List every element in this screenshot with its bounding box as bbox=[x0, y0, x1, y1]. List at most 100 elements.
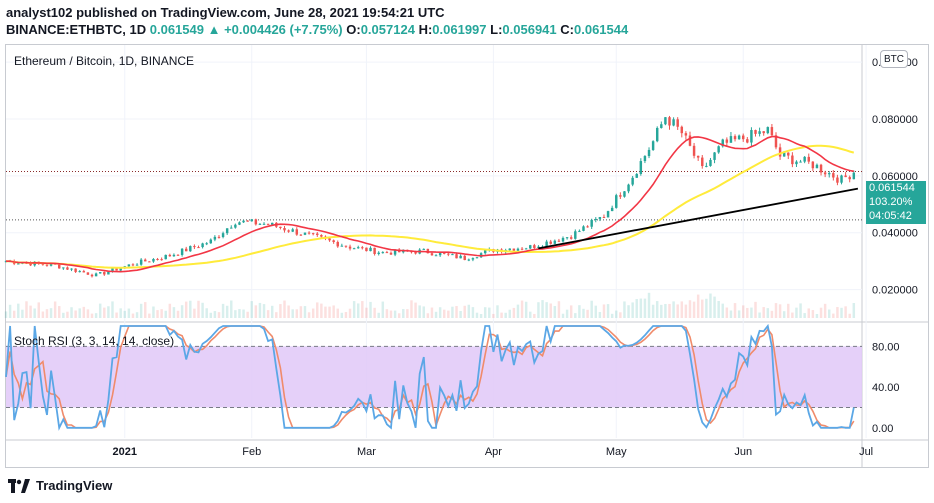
candle-body bbox=[447, 253, 450, 255]
volume-bar bbox=[807, 308, 810, 318]
volume-bar bbox=[234, 310, 237, 318]
candle-body bbox=[365, 247, 368, 252]
open-label: O: bbox=[346, 22, 361, 37]
volume-bar bbox=[848, 313, 851, 318]
volume-bar bbox=[332, 305, 335, 318]
candle-body bbox=[332, 240, 335, 243]
volume-bar bbox=[537, 302, 540, 318]
candle-body bbox=[565, 237, 569, 239]
volume-bar bbox=[840, 307, 843, 318]
candle-body bbox=[594, 218, 598, 220]
open-value: 0.057124 bbox=[360, 22, 415, 37]
volume-bar bbox=[746, 307, 749, 318]
volume-bar bbox=[250, 301, 253, 318]
candle-body bbox=[836, 177, 839, 183]
candle-body bbox=[475, 257, 479, 259]
candle-body bbox=[795, 161, 798, 165]
volume-bar bbox=[115, 312, 118, 318]
volume-bar bbox=[107, 306, 110, 318]
volume-bar bbox=[508, 309, 511, 318]
candle-body bbox=[369, 247, 372, 252]
volume-bar bbox=[369, 301, 372, 318]
volume-bar bbox=[545, 302, 548, 318]
chart-frame bbox=[5, 44, 929, 468]
candle-body bbox=[303, 232, 307, 235]
volume-bar bbox=[492, 313, 495, 318]
candle-body bbox=[94, 273, 98, 277]
volume-bar bbox=[586, 309, 589, 318]
volume-bar bbox=[660, 304, 663, 318]
volume-bar bbox=[17, 303, 20, 318]
volume-bar bbox=[111, 301, 114, 318]
volume-bar bbox=[701, 299, 704, 318]
volume-bar bbox=[496, 305, 499, 318]
y-tick-label: 0.040000 bbox=[872, 228, 918, 240]
candle-body bbox=[778, 147, 782, 157]
volume-bar bbox=[680, 301, 684, 318]
candle-body bbox=[262, 223, 266, 225]
volume-bar bbox=[438, 307, 442, 318]
candle-body bbox=[848, 177, 851, 180]
volume-bar bbox=[86, 309, 90, 318]
volume-bar bbox=[828, 309, 831, 318]
stoch-tick-label: 80.00 bbox=[872, 341, 900, 353]
candle-body bbox=[524, 248, 528, 250]
volume-bar bbox=[357, 303, 360, 318]
candle-body bbox=[127, 264, 131, 267]
candle-body bbox=[311, 233, 315, 235]
volume-bar bbox=[672, 301, 675, 318]
currency-button[interactable]: BTC bbox=[880, 50, 908, 68]
volume-bar bbox=[529, 311, 532, 318]
candle-body bbox=[438, 252, 442, 256]
candle-body bbox=[770, 127, 774, 136]
volume-bar bbox=[426, 313, 430, 318]
last-price-tag: 0.061544 bbox=[866, 181, 926, 196]
volume-bar bbox=[193, 308, 196, 318]
volume-bar bbox=[770, 310, 774, 318]
y-tick-label: 0.020000 bbox=[872, 285, 918, 297]
volume-bar bbox=[819, 307, 823, 318]
candle-body bbox=[512, 248, 516, 251]
candle-body bbox=[385, 252, 389, 254]
candle-body bbox=[483, 250, 487, 254]
candle-body bbox=[172, 254, 176, 257]
candle-body bbox=[328, 238, 331, 241]
candle-body bbox=[86, 272, 90, 275]
candle-body bbox=[90, 274, 94, 277]
volume-bar bbox=[377, 312, 380, 318]
volume-bar bbox=[430, 307, 434, 318]
volume-bar bbox=[541, 300, 544, 318]
volume-bar bbox=[447, 310, 450, 318]
candle-body bbox=[316, 233, 319, 236]
candle-body bbox=[160, 259, 163, 261]
candle-body bbox=[713, 152, 716, 160]
volume-bar bbox=[787, 303, 790, 318]
volume-bar bbox=[791, 312, 794, 318]
volume-bar bbox=[627, 305, 630, 318]
candle-body bbox=[537, 246, 540, 248]
candle-body bbox=[238, 222, 241, 225]
volume-bar bbox=[651, 304, 655, 318]
tradingview-logo[interactable]: TradingView bbox=[8, 478, 112, 493]
volume-bar bbox=[676, 304, 679, 318]
candle-body bbox=[41, 263, 45, 265]
candle-body bbox=[348, 246, 352, 249]
volume-bar bbox=[569, 305, 573, 318]
candle-body bbox=[737, 135, 741, 140]
volume-bar bbox=[291, 309, 294, 318]
volume-bar bbox=[324, 306, 327, 318]
symbol-quote-line: BINANCE:ETHBTC, 1D 0.061549 ▲ +0.004426 … bbox=[6, 22, 628, 37]
volume-bar bbox=[156, 310, 159, 318]
publisher-line: analyst102 published on TradingView.com,… bbox=[6, 5, 445, 20]
volume-bar bbox=[750, 307, 753, 318]
candle-body bbox=[242, 220, 245, 223]
volume-bar bbox=[209, 312, 213, 318]
candle-body bbox=[209, 239, 213, 244]
candle-body bbox=[655, 127, 659, 142]
candle-body bbox=[430, 253, 434, 256]
volume-bar bbox=[127, 308, 131, 318]
candle-body bbox=[696, 155, 700, 158]
candle-body bbox=[545, 241, 548, 247]
volume-bar bbox=[90, 313, 94, 318]
